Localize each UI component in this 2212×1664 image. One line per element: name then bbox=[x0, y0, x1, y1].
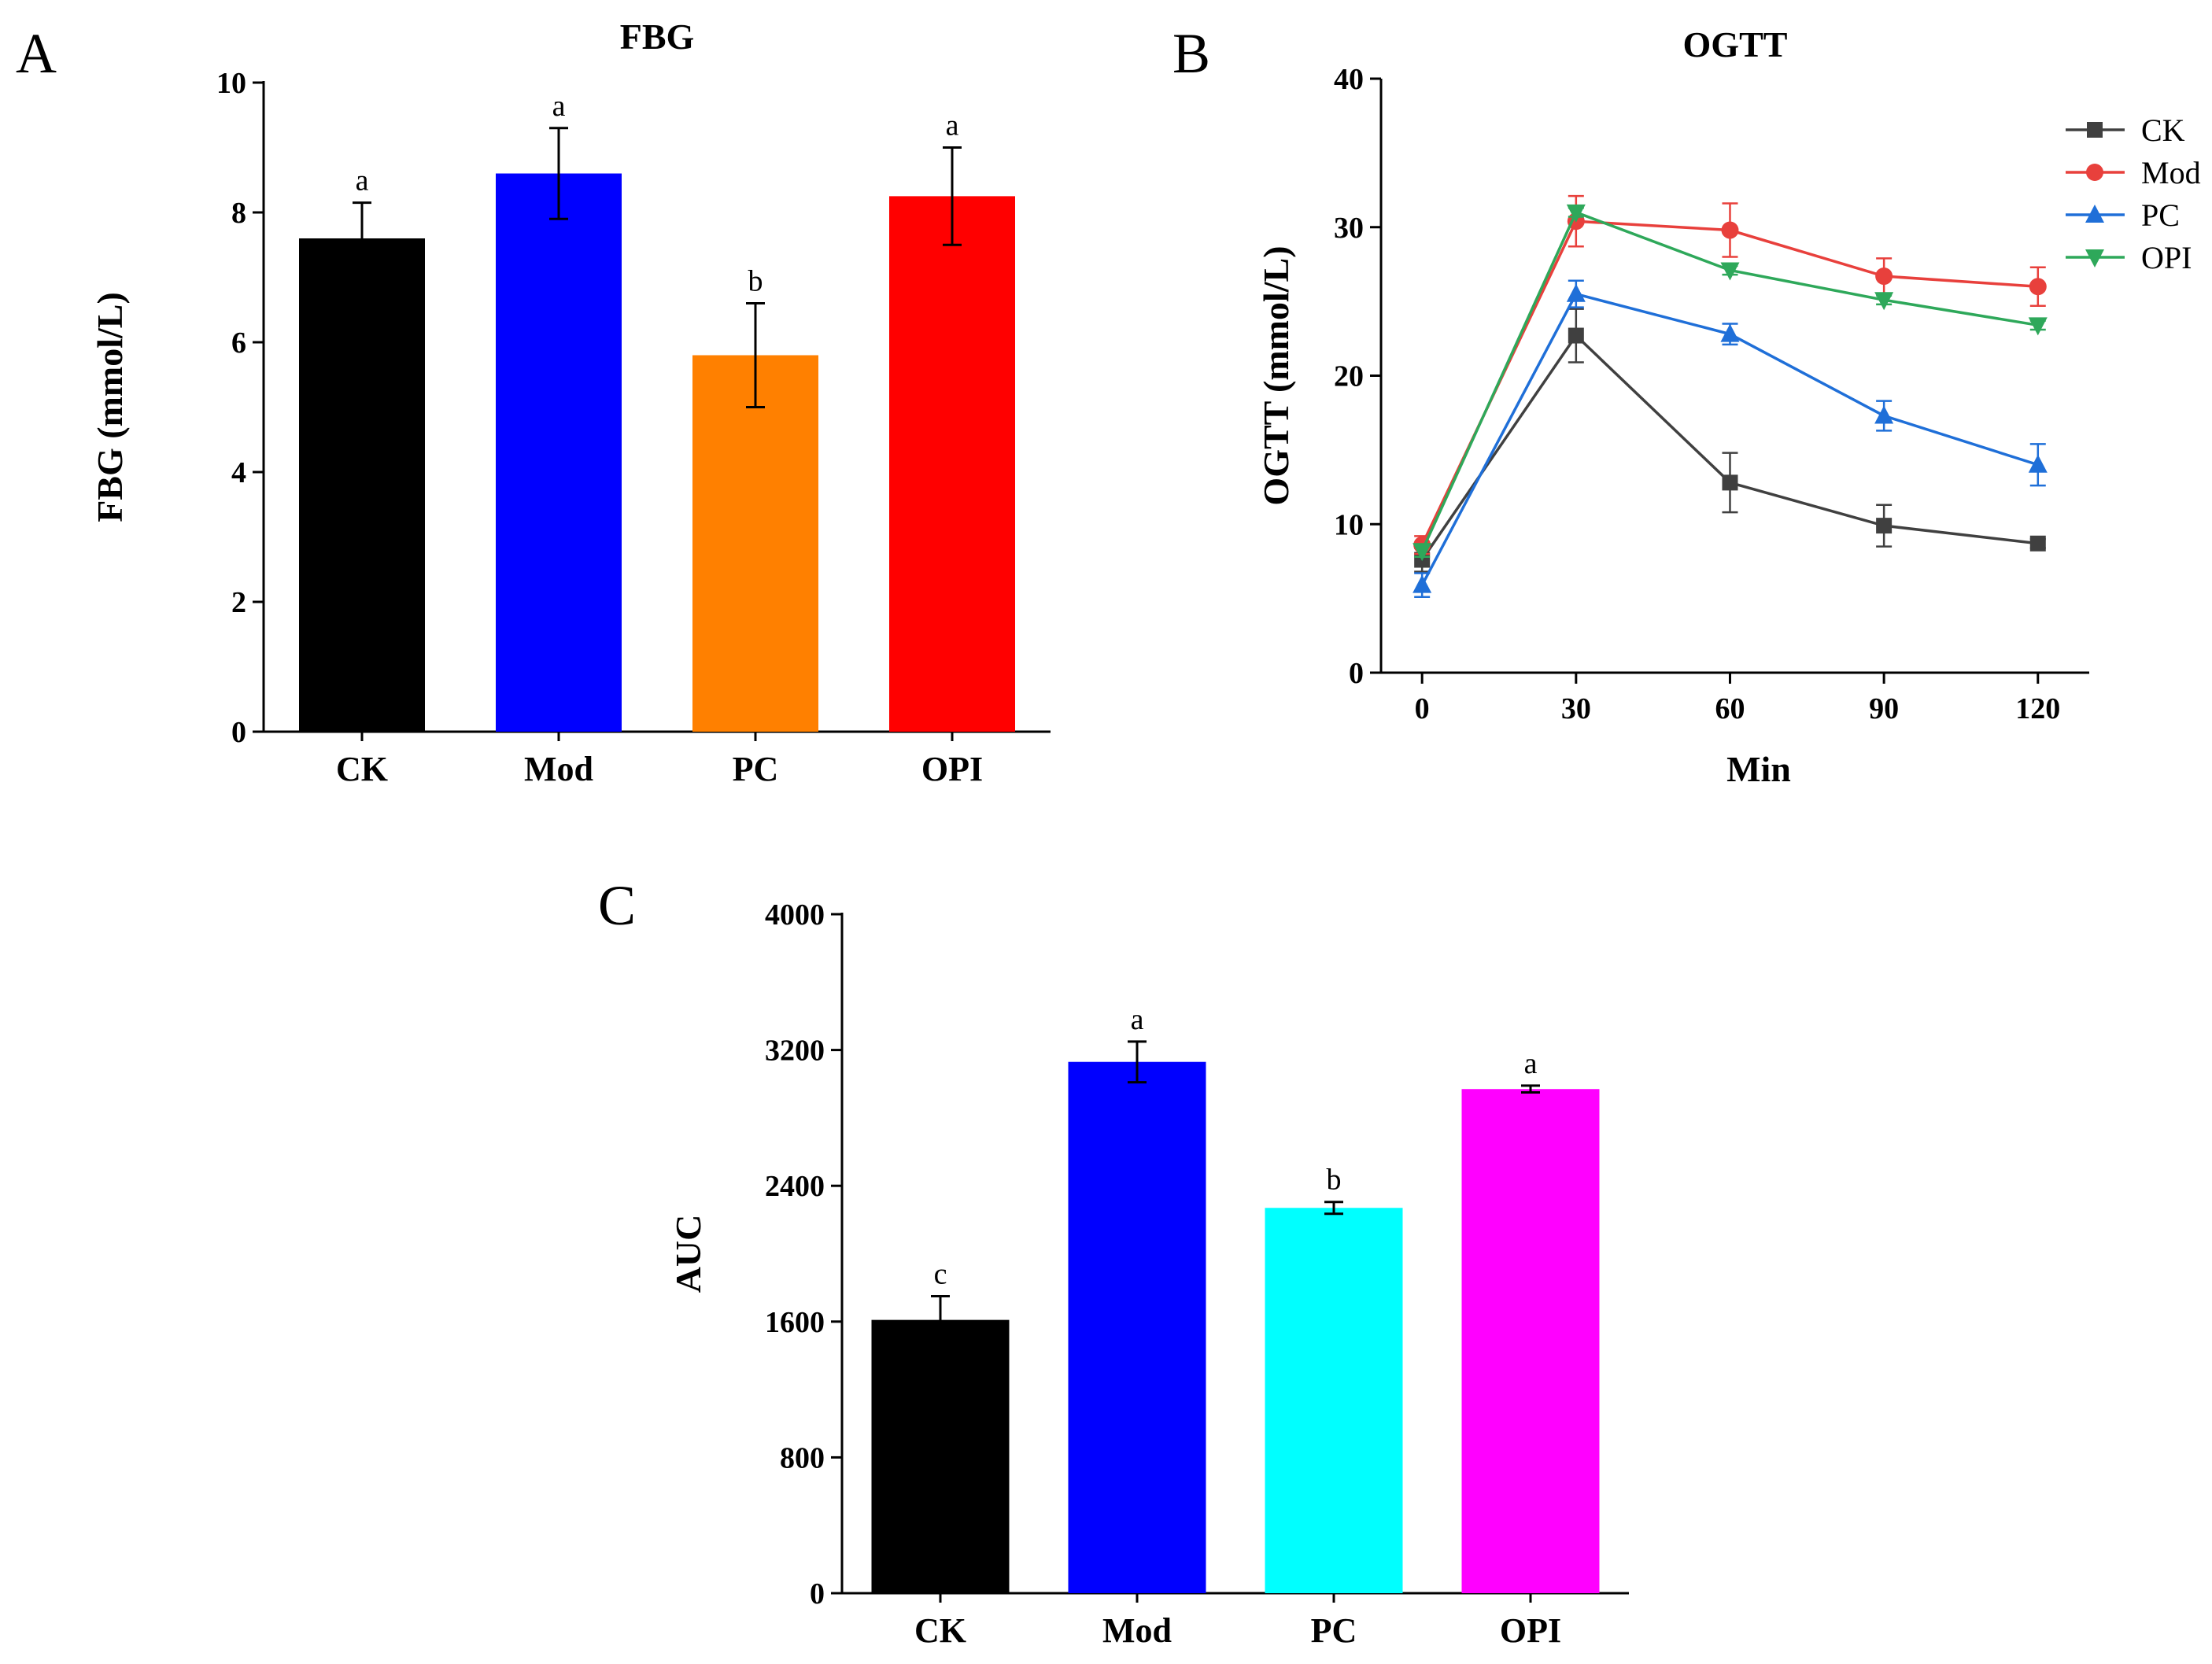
fbg-y-tick-label: 8 bbox=[231, 197, 246, 230]
ogtt-series-line bbox=[1420, 333, 2038, 561]
ogtt-data-point bbox=[1566, 204, 1586, 223]
fbg-bar-mod bbox=[496, 173, 622, 732]
ogtt-line-chart: 0 10 20 30 40 0 30 60 90 120 CK Mod PC OPI OGTT Min OGTT… bbox=[1256, 24, 2201, 789]
auc-significance-label: b bbox=[1327, 1164, 1342, 1197]
fbg-significance-label: a bbox=[946, 109, 959, 142]
ogtt-series-opi bbox=[1413, 204, 2048, 562]
ogtt-data-point bbox=[1720, 323, 1740, 342]
auc-y-tick-label: 4000 bbox=[765, 898, 825, 932]
ogtt-data-point bbox=[2029, 535, 2046, 552]
fbg-bar-ck bbox=[299, 238, 425, 732]
ogtt-data-point bbox=[1566, 283, 1586, 302]
auc-y-tick-label: 800 bbox=[780, 1441, 825, 1474]
ogtt-x-tick-label: 60 bbox=[1715, 692, 1745, 725]
auc-significance-label: a bbox=[1524, 1047, 1538, 1080]
ogtt-x-axis-label: Min bbox=[1726, 749, 1791, 789]
auc-y-axis-label: AUC bbox=[668, 1215, 708, 1293]
auc-significance-label: c bbox=[934, 1257, 947, 1290]
ogtt-data-point bbox=[1875, 267, 1893, 286]
auc-category-label: PC bbox=[1311, 1611, 1357, 1650]
ogtt-y-tick-label: 0 bbox=[1349, 657, 1364, 690]
fbg-y-tick-label: 4 bbox=[231, 456, 246, 489]
auc-y-tick-label: 2400 bbox=[765, 1170, 825, 1203]
auc-category-label: CK bbox=[914, 1611, 966, 1650]
panel-a-letter: A bbox=[16, 22, 57, 85]
ogtt-data-point bbox=[1413, 574, 1432, 593]
auc-y-tick-label: 3200 bbox=[765, 1035, 825, 1068]
fbg-bar-opi bbox=[889, 196, 1015, 732]
ogtt-series-pc bbox=[1413, 279, 2048, 598]
ogtt-x-tick-label: 90 bbox=[1869, 692, 1899, 725]
fbg-y-tick-label: 0 bbox=[231, 716, 246, 749]
ogtt-legend-marker bbox=[2087, 122, 2103, 138]
fbg-category-label: Mod bbox=[524, 750, 593, 788]
ogtt-x-tick-label: 120 bbox=[2015, 692, 2060, 725]
auc-significance-label: a bbox=[1131, 1003, 1144, 1036]
fbg-significance-label: b bbox=[748, 265, 763, 298]
ogtt-y-tick-label: 30 bbox=[1334, 212, 1364, 245]
fbg-significance-label: a bbox=[356, 164, 369, 197]
ogtt-legend-label: CK bbox=[2141, 113, 2185, 148]
fbg-category-label: OPI bbox=[921, 750, 983, 788]
ogtt-data-point bbox=[2028, 317, 2048, 336]
ogtt-legend-label: PC bbox=[2141, 197, 2180, 233]
auc-bar-mod bbox=[1068, 1061, 1206, 1593]
auc-y-tick-label: 0 bbox=[810, 1577, 825, 1611]
ogtt-x-tick-label: 30 bbox=[1561, 692, 1591, 725]
panel-b-letter: B bbox=[1172, 22, 1210, 85]
fbg-y-axis-label: FBG (mmol/L) bbox=[90, 292, 130, 522]
ogtt-data-point bbox=[1720, 262, 1740, 281]
ogtt-data-point bbox=[1874, 405, 1894, 424]
ogtt-data-point bbox=[1413, 543, 1432, 562]
auc-bar-chart: 0 800 1600 2400 3200 4000 c CK a Mod b PC a OPI AUC bbox=[668, 898, 1629, 1650]
ogtt-data-point bbox=[1568, 327, 1584, 344]
ogtt-legend-label: OPI bbox=[2141, 240, 2192, 275]
ogtt-data-point bbox=[2028, 454, 2048, 473]
fbg-y-tick-label: 6 bbox=[231, 327, 246, 360]
ogtt-y-tick-label: 20 bbox=[1334, 360, 1364, 393]
ogtt-data-point bbox=[1722, 474, 1738, 491]
ogtt-data-point bbox=[1874, 292, 1894, 311]
ogtt-title: OGTT bbox=[1683, 24, 1788, 65]
fbg-significance-label: a bbox=[552, 90, 566, 123]
fbg-y-tick-label: 2 bbox=[231, 586, 246, 619]
ogtt-legend-label: Mod bbox=[2141, 155, 2201, 190]
fbg-category-label: PC bbox=[733, 750, 779, 788]
panel-c-letter: C bbox=[598, 874, 636, 937]
auc-bar-ck bbox=[871, 1319, 1010, 1593]
ogtt-x-tick-label: 0 bbox=[1415, 692, 1430, 725]
ogtt-data-point bbox=[1721, 221, 1739, 239]
auc-y-tick-label: 1600 bbox=[765, 1306, 825, 1339]
ogtt-data-point bbox=[2029, 278, 2047, 296]
ogtt-data-point bbox=[1876, 518, 1893, 534]
fbg-bar-chart: 0 2 4 6 8 10 a CK a Mod b PC a OPI FBG FBG (mmol/L) bbox=[90, 17, 1051, 788]
fbg-title: FBG bbox=[620, 17, 695, 57]
fbg-category-label: CK bbox=[336, 750, 388, 788]
ogtt-legend-marker bbox=[2085, 205, 2104, 223]
auc-bar-opi bbox=[1461, 1089, 1600, 1593]
ogtt-y-tick-label: 10 bbox=[1334, 508, 1364, 541]
ogtt-legend-marker bbox=[2086, 164, 2103, 181]
fbg-y-tick-label: 10 bbox=[216, 67, 246, 100]
ogtt-y-tick-label: 40 bbox=[1334, 63, 1364, 96]
ogtt-y-axis-label: OGTT (mmol/L) bbox=[1256, 245, 1296, 505]
auc-category-label: Mod bbox=[1102, 1611, 1172, 1650]
ogtt-series-ck bbox=[1414, 308, 2046, 573]
auc-category-label: OPI bbox=[1500, 1611, 1561, 1650]
ogtt-legend-marker bbox=[2085, 249, 2104, 267]
auc-bar-pc bbox=[1265, 1208, 1403, 1593]
fbg-bar-pc bbox=[692, 355, 818, 732]
